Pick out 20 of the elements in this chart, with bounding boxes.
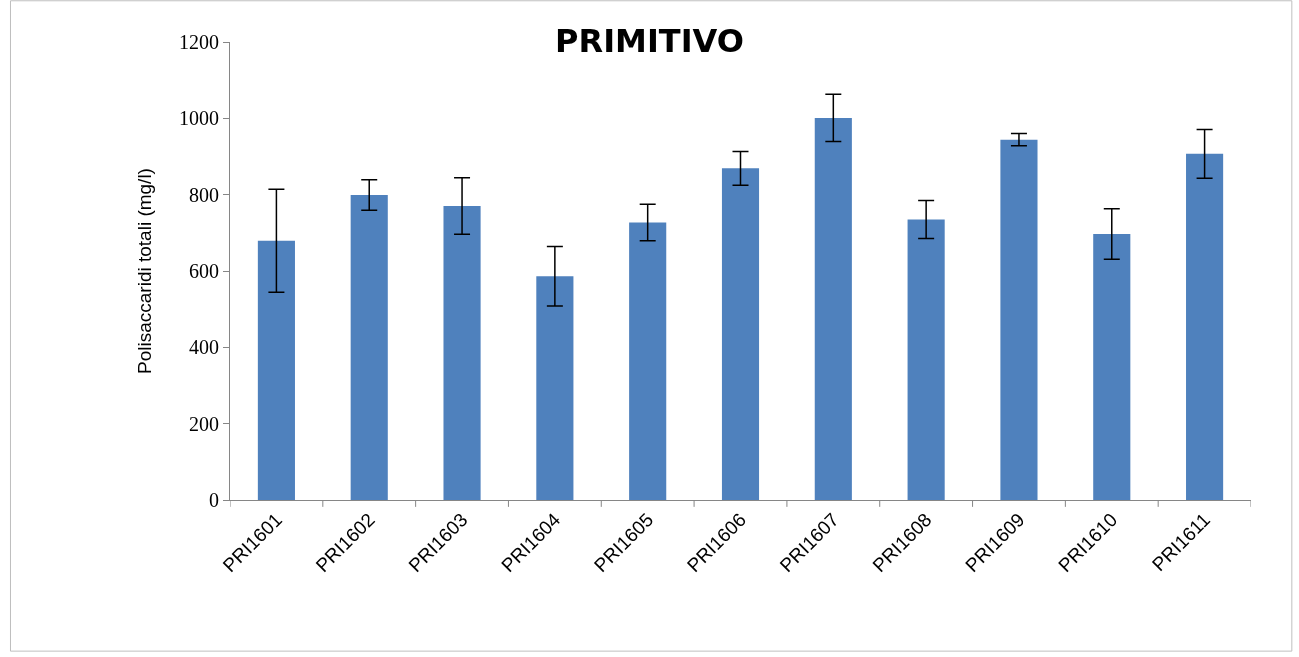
bar <box>1186 153 1224 500</box>
y-tick-label: 600 <box>189 260 219 282</box>
bar <box>629 222 667 500</box>
bar <box>257 240 295 500</box>
y-tick-label: 400 <box>189 336 219 359</box>
y-tick-label: 1000 <box>179 107 219 130</box>
y-tick-label: 1200 <box>179 31 219 53</box>
bar <box>907 219 945 500</box>
y-tick-label: 0 <box>209 489 219 511</box>
bar <box>350 195 388 500</box>
bar <box>814 117 852 500</box>
chart-title: PRIMITIVO <box>555 21 744 60</box>
bar <box>721 168 760 500</box>
bar <box>1093 233 1131 500</box>
y-tick-label: 800 <box>189 183 219 206</box>
y-axis-title: Polisaccaridi totali (mg/l) <box>133 168 155 374</box>
y-tick-label: 200 <box>189 412 219 435</box>
bar <box>443 206 481 500</box>
bar <box>536 276 574 500</box>
bar <box>1000 139 1038 500</box>
